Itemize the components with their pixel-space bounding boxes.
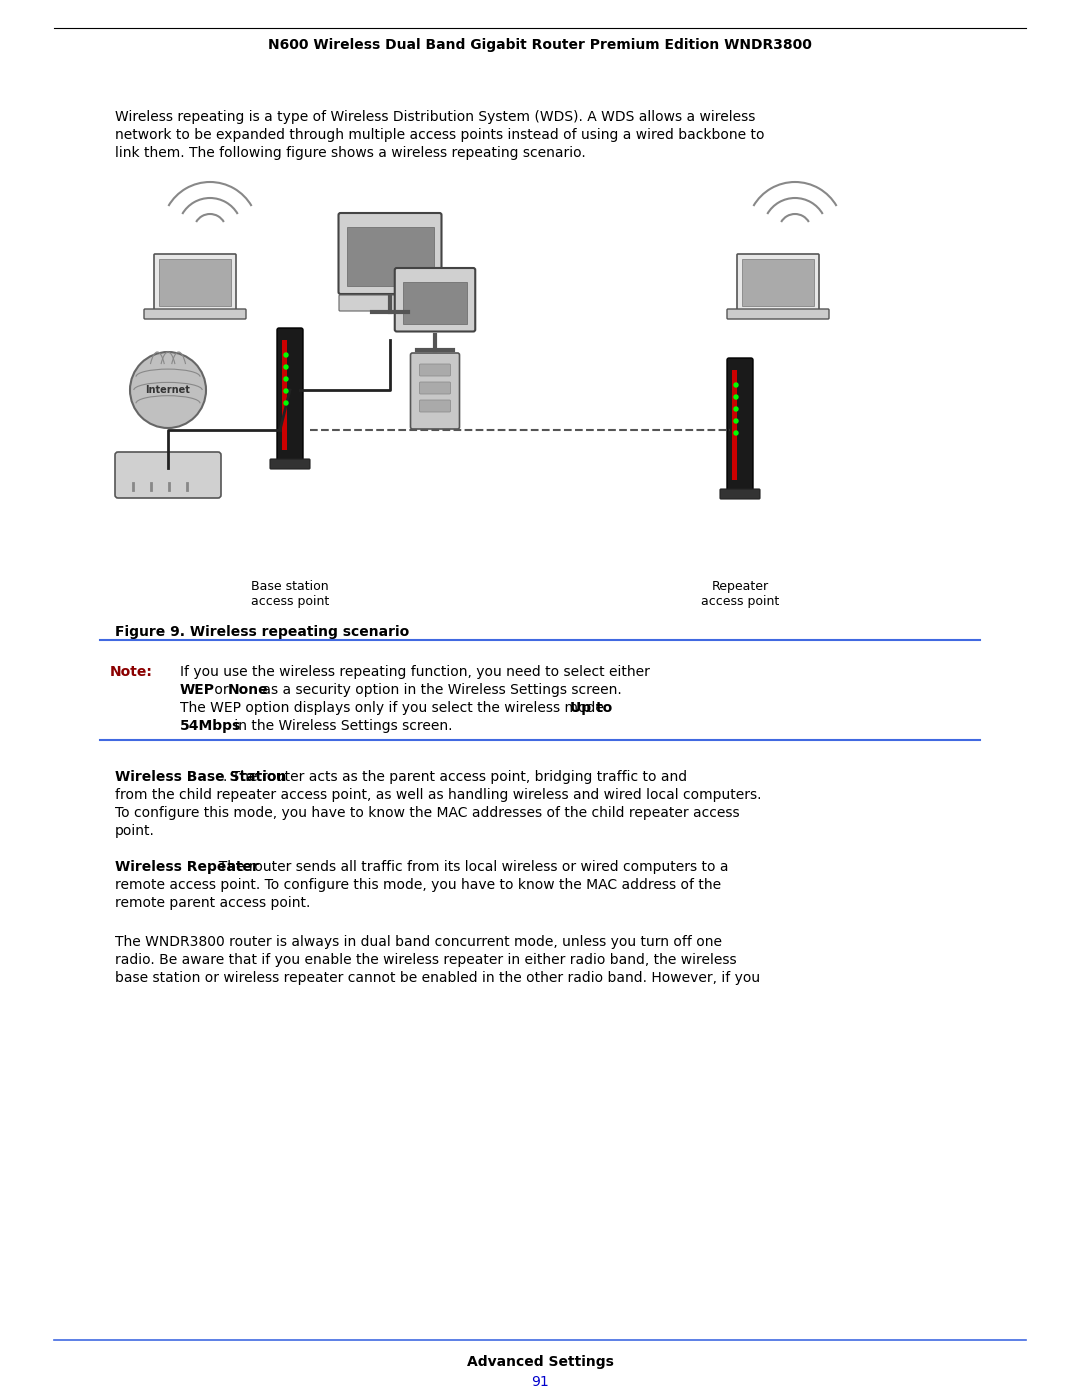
Text: Figure 9. Wireless repeating scenario: Figure 9. Wireless repeating scenario xyxy=(114,624,409,638)
Text: If you use the wireless repeating function, you need to select either: If you use the wireless repeating functi… xyxy=(180,665,650,679)
Text: or: or xyxy=(210,683,233,697)
Circle shape xyxy=(734,395,738,400)
FancyBboxPatch shape xyxy=(347,226,433,286)
Circle shape xyxy=(284,353,288,358)
FancyBboxPatch shape xyxy=(419,365,450,376)
Text: To configure this mode, you have to know the MAC addresses of the child repeater: To configure this mode, you have to know… xyxy=(114,806,740,820)
FancyBboxPatch shape xyxy=(114,453,221,497)
FancyBboxPatch shape xyxy=(742,258,814,306)
Text: . The router sends all traffic from its local wireless or wired computers to a: . The router sends all traffic from its … xyxy=(210,861,729,875)
Text: base station or wireless repeater cannot be enabled in the other radio band. How: base station or wireless repeater cannot… xyxy=(114,971,760,985)
Text: as a security option in the Wireless Settings screen.: as a security option in the Wireless Set… xyxy=(258,683,622,697)
FancyBboxPatch shape xyxy=(419,400,450,412)
Text: in the Wireless Settings screen.: in the Wireless Settings screen. xyxy=(230,719,453,733)
Text: from the child repeater access point, as well as handling wireless and wired loc: from the child repeater access point, as… xyxy=(114,788,761,802)
FancyBboxPatch shape xyxy=(282,339,287,450)
FancyBboxPatch shape xyxy=(159,258,231,306)
FancyBboxPatch shape xyxy=(727,358,753,492)
Text: 91: 91 xyxy=(531,1375,549,1389)
Text: Wireless Repeater: Wireless Repeater xyxy=(114,861,259,875)
Circle shape xyxy=(130,352,206,427)
FancyBboxPatch shape xyxy=(338,212,442,293)
Text: WEP: WEP xyxy=(180,683,215,697)
Text: remote access point. To configure this mode, you have to know the MAC address of: remote access point. To configure this m… xyxy=(114,877,721,893)
FancyBboxPatch shape xyxy=(403,282,468,324)
FancyBboxPatch shape xyxy=(727,309,829,319)
Text: radio. Be aware that if you enable the wireless repeater in either radio band, t: radio. Be aware that if you enable the w… xyxy=(114,953,737,967)
Text: remote parent access point.: remote parent access point. xyxy=(114,895,310,909)
Circle shape xyxy=(284,377,288,381)
FancyBboxPatch shape xyxy=(276,328,303,462)
FancyBboxPatch shape xyxy=(339,295,441,312)
Text: Wireless Base Station: Wireless Base Station xyxy=(114,770,286,784)
Text: Note:: Note: xyxy=(110,665,153,679)
FancyBboxPatch shape xyxy=(270,460,310,469)
Text: Advanced Settings: Advanced Settings xyxy=(467,1355,613,1369)
Circle shape xyxy=(734,383,738,387)
FancyBboxPatch shape xyxy=(154,254,237,312)
FancyBboxPatch shape xyxy=(732,370,737,481)
Text: point.: point. xyxy=(114,824,154,838)
Text: link them. The following figure shows a wireless repeating scenario.: link them. The following figure shows a … xyxy=(114,147,585,161)
FancyBboxPatch shape xyxy=(144,309,246,319)
Text: Wireless repeating is a type of Wireless Distribution System (WDS). A WDS allows: Wireless repeating is a type of Wireless… xyxy=(114,110,755,124)
Text: N600 Wireless Dual Band Gigabit Router Premium Edition WNDR3800: N600 Wireless Dual Band Gigabit Router P… xyxy=(268,38,812,52)
Text: Base station
access point: Base station access point xyxy=(251,580,329,608)
Circle shape xyxy=(284,365,288,369)
Text: The WNDR3800 router is always in dual band concurrent mode, unless you turn off : The WNDR3800 router is always in dual ba… xyxy=(114,935,723,949)
Text: 54Mbps: 54Mbps xyxy=(180,719,241,733)
FancyBboxPatch shape xyxy=(395,268,475,331)
Circle shape xyxy=(734,407,738,411)
Text: Repeater
access point: Repeater access point xyxy=(701,580,779,608)
Text: Up to: Up to xyxy=(570,701,612,715)
Text: Internet: Internet xyxy=(146,386,190,395)
FancyBboxPatch shape xyxy=(737,254,819,312)
FancyBboxPatch shape xyxy=(410,353,459,429)
Text: . The router acts as the parent access point, bridging traffic to and: . The router acts as the parent access p… xyxy=(222,770,687,784)
FancyBboxPatch shape xyxy=(720,489,760,499)
Text: The WEP option displays only if you select the wireless mode: The WEP option displays only if you sele… xyxy=(180,701,608,715)
Text: None: None xyxy=(228,683,269,697)
Circle shape xyxy=(734,419,738,423)
Circle shape xyxy=(284,401,288,405)
FancyBboxPatch shape xyxy=(419,381,450,394)
Circle shape xyxy=(284,388,288,393)
Text: network to be expanded through multiple access points instead of using a wired b: network to be expanded through multiple … xyxy=(114,129,765,142)
Circle shape xyxy=(734,432,738,434)
